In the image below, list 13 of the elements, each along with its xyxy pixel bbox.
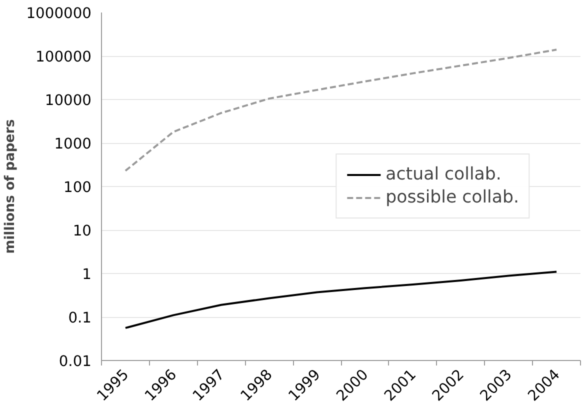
y-tick-label: 10 — [72, 222, 92, 240]
legend-label: actual collab. — [386, 164, 502, 184]
y-tick-label: 1000000 — [26, 5, 92, 22]
y-axis-title: millions of papers — [3, 119, 18, 254]
y-tick-label: 0.01 — [58, 353, 92, 370]
y-tick-label: 100000 — [36, 48, 92, 66]
line-series — [124, 270, 558, 329]
y-tick-label: 1 — [82, 266, 92, 283]
y-tick-label: 0.1 — [68, 310, 92, 326]
legend-label: possible collab. — [386, 188, 519, 208]
y-tick-label: 10000 — [44, 92, 92, 109]
y-tick-label: 100 — [64, 179, 92, 196]
y-tick-label: 1000 — [54, 136, 92, 152]
